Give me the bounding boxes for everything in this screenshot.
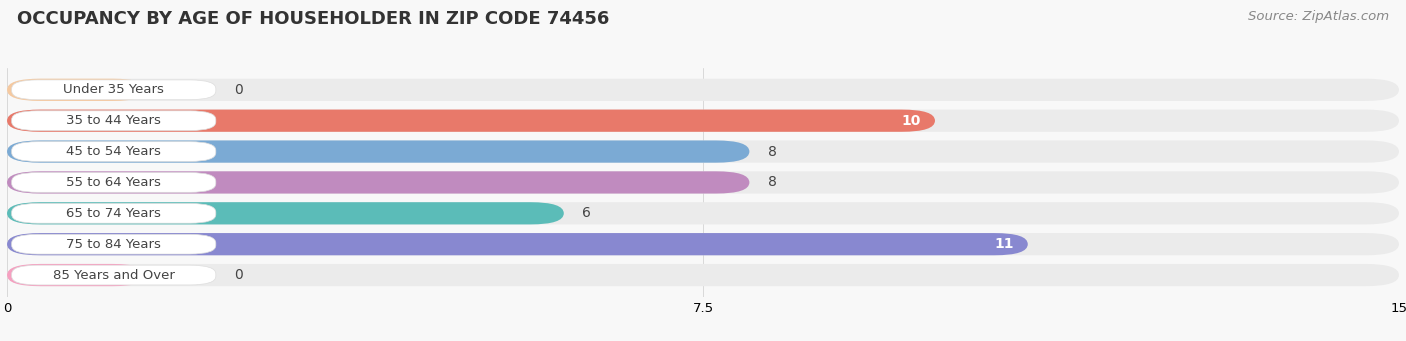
FancyBboxPatch shape [7,233,1399,255]
Text: 0: 0 [235,83,243,97]
Text: 55 to 64 Years: 55 to 64 Years [66,176,162,189]
FancyBboxPatch shape [7,233,1028,255]
FancyBboxPatch shape [11,111,217,131]
Text: 85 Years and Over: 85 Years and Over [53,269,174,282]
FancyBboxPatch shape [7,79,146,101]
FancyBboxPatch shape [7,109,935,132]
FancyBboxPatch shape [11,173,217,192]
FancyBboxPatch shape [7,264,1399,286]
FancyBboxPatch shape [7,202,1399,224]
FancyBboxPatch shape [11,265,217,285]
Text: 35 to 44 Years: 35 to 44 Years [66,114,162,127]
FancyBboxPatch shape [7,171,749,194]
Text: Under 35 Years: Under 35 Years [63,83,165,96]
Text: 8: 8 [768,145,778,159]
Text: 8: 8 [768,175,778,190]
FancyBboxPatch shape [11,80,217,100]
Text: 0: 0 [235,268,243,282]
Text: 6: 6 [582,206,592,220]
Text: 45 to 54 Years: 45 to 54 Years [66,145,162,158]
Text: 10: 10 [901,114,921,128]
FancyBboxPatch shape [7,140,749,163]
FancyBboxPatch shape [11,142,217,161]
FancyBboxPatch shape [7,109,1399,132]
FancyBboxPatch shape [7,264,146,286]
FancyBboxPatch shape [7,79,1399,101]
Text: OCCUPANCY BY AGE OF HOUSEHOLDER IN ZIP CODE 74456: OCCUPANCY BY AGE OF HOUSEHOLDER IN ZIP C… [17,10,609,28]
FancyBboxPatch shape [7,202,564,224]
FancyBboxPatch shape [11,234,217,254]
Text: 65 to 74 Years: 65 to 74 Years [66,207,162,220]
Text: Source: ZipAtlas.com: Source: ZipAtlas.com [1249,10,1389,23]
FancyBboxPatch shape [7,171,1399,194]
FancyBboxPatch shape [7,140,1399,163]
Text: 11: 11 [994,237,1014,251]
FancyBboxPatch shape [11,204,217,223]
Text: 75 to 84 Years: 75 to 84 Years [66,238,162,251]
